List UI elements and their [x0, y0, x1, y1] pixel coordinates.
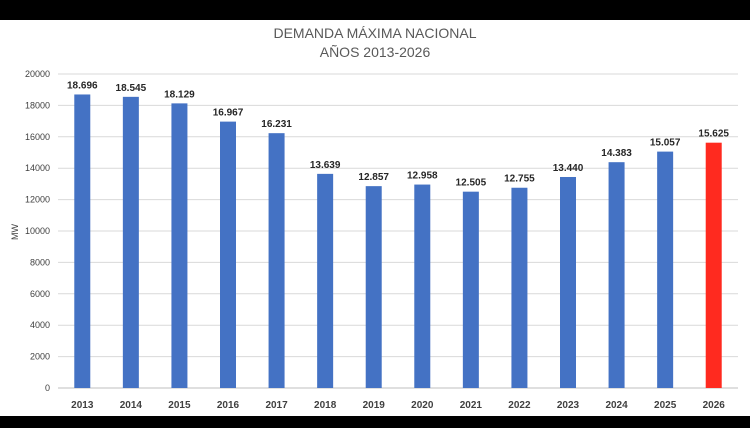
data-label-2015: 18.129: [164, 89, 195, 100]
y-tick-label: 4000: [30, 320, 50, 330]
bar-2025: [657, 151, 674, 388]
y-tick-label: 0: [45, 383, 50, 393]
bar-2014: [122, 96, 139, 388]
x-tick-label-2025: 2025: [654, 400, 677, 411]
bar-2015: [171, 103, 188, 389]
data-label-2016: 16.967: [213, 108, 244, 119]
data-label-2022: 12.755: [504, 174, 535, 185]
x-tick-label-2021: 2021: [460, 400, 483, 411]
data-label-2024: 14.383: [601, 148, 632, 159]
y-axis-title: MW: [10, 224, 20, 240]
x-tick-label-2014: 2014: [120, 400, 143, 411]
x-tick-label-2026: 2026: [703, 400, 726, 411]
x-tick-label-2018: 2018: [314, 400, 337, 411]
data-label-2023: 13.440: [553, 163, 584, 174]
x-tick-label-2019: 2019: [363, 400, 386, 411]
bar-2026: [705, 142, 722, 388]
bar-2023: [560, 176, 576, 388]
x-tick-label-2016: 2016: [217, 400, 240, 411]
y-tick-label: 18000: [25, 100, 50, 110]
gridlines: [58, 73, 738, 389]
x-tick-label-2024: 2024: [605, 400, 628, 411]
data-label-2021: 12.505: [456, 178, 487, 189]
x-tick-label-2022: 2022: [508, 400, 531, 411]
data-label-2017: 16.231: [261, 119, 292, 130]
y-tick-label: 6000: [30, 289, 50, 299]
y-tick-label: 12000: [25, 195, 50, 205]
bar-2021: [462, 191, 479, 388]
y-tick-label: 2000: [30, 352, 50, 362]
data-label-2020: 12.958: [407, 171, 438, 182]
data-label-2019: 12.857: [358, 172, 389, 183]
bar-2020: [414, 184, 431, 388]
bar-2013: [74, 94, 91, 388]
bar-chart: DEMANDA MÁXIMA NACIONAL AÑOS 2013-2026 M…: [10, 25, 738, 411]
data-label-2013: 18.696: [67, 80, 98, 91]
x-axis-ticks: 2013 2014 2015 2016 2017 2018 2019 2020 2021 2022…: [71, 400, 725, 411]
bar-2019: [365, 186, 382, 388]
bar-2024: [608, 162, 625, 388]
y-tick-label: 10000: [25, 226, 50, 236]
chart-area: DEMANDA MÁXIMA NACIONAL AÑOS 2013-2026 M…: [0, 20, 750, 416]
bars: [74, 94, 722, 389]
bar-2022: [511, 187, 528, 388]
chart-title: DEMANDA MÁXIMA NACIONAL: [273, 25, 476, 41]
x-tick-label-2020: 2020: [411, 400, 434, 411]
data-label-2014: 18.545: [116, 83, 147, 94]
data-label-2026: 15.625: [698, 129, 729, 140]
x-tick-label-2015: 2015: [168, 400, 191, 411]
bar-2017: [268, 133, 285, 388]
data-label-2018: 13.639: [310, 160, 341, 171]
data-labels: 18.696 18.545 18.129 16.967 16.231 13.639 12.8…: [67, 80, 729, 188]
y-tick-label: 16000: [25, 132, 50, 142]
y-tick-label: 20000: [25, 69, 50, 79]
x-tick-label-2023: 2023: [557, 400, 580, 411]
bar-2016: [220, 121, 236, 388]
chart-subtitle: AÑOS 2013-2026: [320, 44, 431, 60]
bar-2018: [317, 173, 334, 388]
y-axis-ticks: 0 2000 4000 6000 8000 10000 12000 14000 16000 180…: [25, 69, 50, 393]
y-tick-label: 8000: [30, 257, 50, 267]
x-tick-label-2013: 2013: [71, 400, 94, 411]
data-label-2025: 15.057: [650, 138, 681, 149]
y-tick-label: 14000: [25, 163, 50, 173]
x-tick-label-2017: 2017: [265, 400, 288, 411]
